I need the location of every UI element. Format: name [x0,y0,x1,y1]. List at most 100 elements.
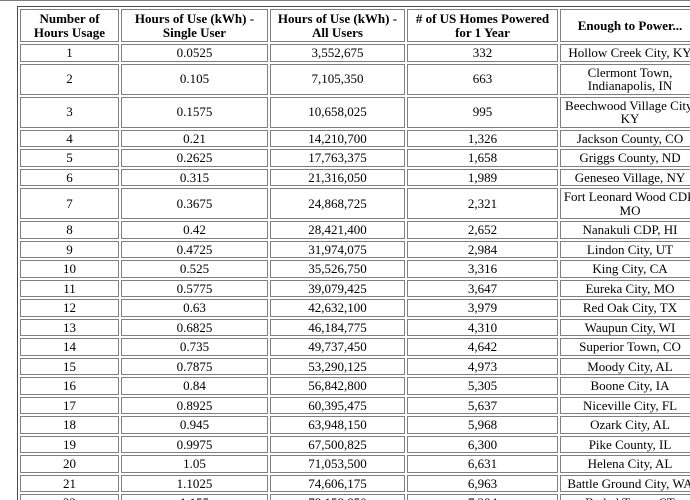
table-row: 13 0.6825 46,184,775 4,310 Waupun City, WI [20,318,690,337]
table-cell: Niceville City, FL [560,396,690,415]
table-cell: 6 [20,168,119,187]
table-cell: 24,868,725 [270,188,405,220]
table-cell: 3,552,675 [270,44,405,62]
table-cell: 35,526,750 [270,260,405,278]
table-row: 16 0.84 56,842,800 5,305 Boone City, IA [20,377,690,395]
table-cell: 332 [407,44,558,62]
table-cell: 20 [20,455,119,473]
table-cell: 60,395,475 [270,396,405,415]
column-header: Number of Hours Usage [20,9,119,43]
table-cell: Waupun City, WI [560,318,690,337]
table-cell: 10,658,025 [270,96,405,128]
table-cell: 0.63 [121,299,268,317]
table-cell: 7,294 [407,494,558,500]
column-header: # of US Homes Powered for 1 Year [407,9,558,43]
column-header: Hours of Use (kWh) - Single User [121,9,268,43]
table-row: 12 0.63 42,632,100 3,979 Red Oak City, TX [20,299,690,317]
table-cell: 78,158,850 [270,494,405,500]
table-row: 8 0.42 28,421,400 2,652 Nanakuli CDP, HI [20,221,690,239]
table-row: 18 0.945 63,948,150 5,968 Ozark City, AL [20,416,690,434]
table-cell: 11 [20,279,119,298]
table-cell: 2,984 [407,240,558,259]
table-row: 19 0.9975 67,500,825 6,300 Pike County, IL [20,435,690,454]
table-cell: 0.105 [121,63,268,95]
table-row: 20 1.05 71,053,500 6,631 Helena City, AL [20,455,690,473]
table-row: 2 0.105 7,105,350 663 Clermont Town, Indiana… [20,63,690,95]
table-cell: 46,184,775 [270,318,405,337]
table-cell: 17 [20,396,119,415]
table-cell: Bethel Town, CT [560,494,690,500]
table-cell: 0.5775 [121,279,268,298]
table-cell: Lindon City, UT [560,240,690,259]
table-cell: 1,658 [407,149,558,167]
table-cell: 15 [20,357,119,376]
table-cell: Helena City, AL [560,455,690,473]
table-row: 11 0.5775 39,079,425 3,647 Eureka City, MO [20,279,690,298]
table-cell: Geneseo Village, NY [560,168,690,187]
table-cell: Hollow Creek City, KY [560,44,690,62]
table-cell: 63,948,150 [270,416,405,434]
table-row: 15 0.7875 53,290,125 4,973 Moody City, AL [20,357,690,376]
table-cell: Battle Ground City, WA [560,474,690,493]
table-cell: 0.21 [121,129,268,148]
table-cell: 5,305 [407,377,558,395]
table-cell: 0.315 [121,168,268,187]
table-cell: 4,310 [407,318,558,337]
table-cell: 0.4725 [121,240,268,259]
table-cell: 19 [20,435,119,454]
table-cell: 13 [20,318,119,337]
table-cell: 0.1575 [121,96,268,128]
table-cell: 2,652 [407,221,558,239]
table-cell: 1,326 [407,129,558,148]
table-cell: Fort Leonard Wood CDP, MO [560,188,690,220]
table-cell: Nanakuli CDP, HI [560,221,690,239]
energy-usage-table: Number of Hours Usage Hours of Use (kWh) … [17,6,690,500]
table-row: 4 0.21 14,210,700 1,326 Jackson County, CO [20,129,690,148]
table-cell: 2 [20,63,119,95]
top-divider [0,0,690,1]
table-cell: 74,606,175 [270,474,405,493]
column-header: Enough to Power... [560,9,690,43]
table-cell: 49,737,450 [270,338,405,356]
table-cell: 7 [20,188,119,220]
table-cell: 0.945 [121,416,268,434]
table-row: 1 0.0525 3,552,675 332 Hollow Creek City, KY [20,44,690,62]
table-cell: Ozark City, AL [560,416,690,434]
table-cell: 12 [20,299,119,317]
table-cell: 5 [20,149,119,167]
table-cell: 31,974,075 [270,240,405,259]
header-row: Number of Hours Usage Hours of Use (kWh) … [20,9,690,43]
table-cell: Jackson County, CO [560,129,690,148]
table-cell: 9 [20,240,119,259]
table-cell: 71,053,500 [270,455,405,473]
table-cell: 28,421,400 [270,221,405,239]
table-cell: 22 [20,494,119,500]
table-cell: 8 [20,221,119,239]
table-row: 221.15578,158,8507,294Bethel Town, CT [20,494,690,500]
table-row: 10 0.525 35,526,750 3,316 King City, CA [20,260,690,278]
table-cell: 21 [20,474,119,493]
table-cell: 10 [20,260,119,278]
table-cell: 14 [20,338,119,356]
table-cell: 14,210,700 [270,129,405,148]
table-cell: 1,989 [407,168,558,187]
table-cell: 16 [20,377,119,395]
table-cell: 1.1025 [121,474,268,493]
table-cell: 0.3675 [121,188,268,220]
table-cell: 67,500,825 [270,435,405,454]
table-cell: 0.525 [121,260,268,278]
table-row: 17 0.8925 60,395,475 5,637 Niceville City, F… [20,396,690,415]
table-header: Number of Hours Usage Hours of Use (kWh) … [20,9,690,43]
table-cell: 4 [20,129,119,148]
table-cell: Moody City, AL [560,357,690,376]
table-cell: 1 [20,44,119,62]
table-cell: 21,316,050 [270,168,405,187]
table-cell: 995 [407,96,558,128]
table-cell: 42,632,100 [270,299,405,317]
table-cell: 3,647 [407,279,558,298]
table-cell: 4,973 [407,357,558,376]
table-row: 9 0.4725 31,974,075 2,984 Lindon City, UT [20,240,690,259]
table-cell: 7,105,350 [270,63,405,95]
table-cell: 4,642 [407,338,558,356]
table-row: 6 0.315 21,316,050 1,989 Geneseo Village, NY [20,168,690,187]
